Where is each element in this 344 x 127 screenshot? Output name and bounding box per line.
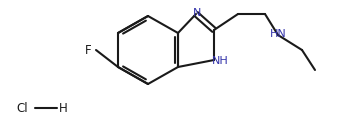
Text: HN: HN [270, 29, 286, 39]
Text: H: H [58, 101, 67, 115]
Text: F: F [85, 44, 91, 57]
Text: Cl: Cl [16, 101, 28, 115]
Text: NH: NH [212, 56, 228, 66]
Text: N: N [193, 8, 201, 18]
